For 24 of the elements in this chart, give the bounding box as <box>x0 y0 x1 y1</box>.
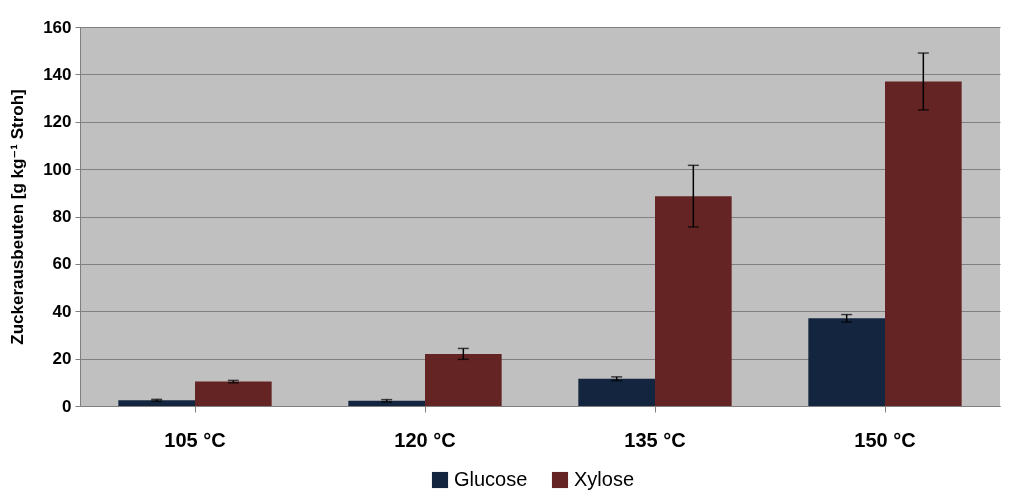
bar <box>348 400 425 406</box>
x-tick-label: 150 °C <box>854 428 916 451</box>
y-tick-label: 40 <box>52 301 72 321</box>
y-tick-label: 100 <box>43 159 72 179</box>
y-axis-title: Zuckerausbeuten [g kg⁻¹ Stroh] <box>8 89 28 345</box>
y-tick-label: 60 <box>52 254 72 274</box>
y-tick-label: 80 <box>52 207 72 226</box>
bar <box>578 378 655 406</box>
bar <box>655 196 732 406</box>
y-tick-label: 120 <box>43 112 72 132</box>
bar <box>425 353 502 406</box>
bar <box>808 318 885 406</box>
y-tick-label: 20 <box>52 349 72 369</box>
y-tick-label: 0 <box>62 396 72 416</box>
x-tick-label: 135 °C <box>624 428 686 451</box>
y-tick-label: 160 <box>43 17 72 37</box>
x-tick-label: 120 °C <box>394 428 456 451</box>
legend-label: Xylose <box>574 468 635 490</box>
bar <box>118 400 195 406</box>
y-tick-label: 140 <box>43 64 72 84</box>
bar <box>885 81 962 406</box>
bar <box>195 381 272 406</box>
legend-label: Glucose <box>454 468 528 490</box>
x-tick-label: 105 °C <box>164 428 226 451</box>
